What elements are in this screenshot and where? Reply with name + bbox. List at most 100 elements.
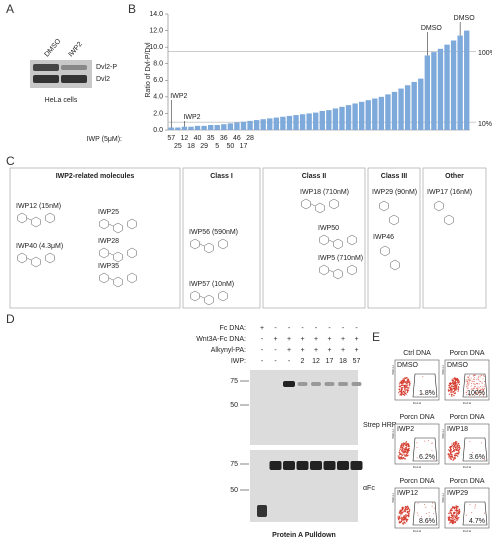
event — [453, 390, 455, 392]
event — [408, 379, 410, 381]
event — [397, 517, 399, 519]
event — [400, 521, 403, 523]
event — [401, 518, 403, 520]
lane-value: - — [261, 336, 264, 343]
caption: Protein A Pulldown — [272, 532, 336, 539]
event — [480, 390, 482, 392]
ring — [99, 247, 109, 259]
event — [448, 449, 450, 451]
x-tick-label: 46 — [233, 135, 241, 142]
compound-label: IWP29 (90nM) — [372, 189, 417, 196]
event — [453, 378, 455, 380]
event — [398, 517, 400, 519]
event — [453, 450, 456, 452]
event — [452, 519, 454, 521]
event — [448, 455, 450, 457]
event — [407, 378, 409, 380]
event — [401, 392, 403, 394]
event — [455, 511, 457, 513]
event — [456, 444, 458, 446]
blot — [250, 370, 358, 445]
event — [398, 385, 400, 387]
lane-value: + — [354, 336, 358, 343]
event — [453, 394, 455, 397]
event — [458, 446, 461, 448]
event — [424, 504, 426, 506]
event — [470, 379, 472, 381]
event — [448, 390, 450, 392]
event — [478, 395, 480, 397]
event — [455, 514, 457, 516]
compound-label: IWP57 (10nM) — [189, 281, 234, 288]
event — [408, 512, 410, 514]
event — [401, 450, 403, 452]
event — [449, 518, 451, 520]
x-tick-label: 36 — [220, 135, 228, 142]
annotation: DMSO — [421, 25, 443, 32]
lane-value: + — [273, 336, 277, 343]
lane-value: - — [261, 358, 264, 365]
bond — [26, 217, 32, 221]
bar — [201, 125, 207, 130]
event — [478, 379, 480, 381]
group-title: IWP2-related molecules — [56, 173, 135, 180]
bar — [247, 120, 253, 130]
event — [458, 511, 460, 513]
event — [455, 508, 458, 510]
event — [476, 383, 478, 385]
row-label: Fc DNA: — [220, 325, 247, 332]
event — [450, 512, 452, 514]
treatment: IWP2 — [397, 426, 414, 433]
x-axis-title: IWP (5μM): — [87, 136, 122, 143]
event — [449, 512, 451, 514]
bar — [306, 113, 312, 130]
bar — [332, 108, 339, 130]
axis-label: FL2-H — [463, 529, 471, 533]
lane-value: + — [260, 325, 264, 332]
event — [453, 458, 456, 460]
ring — [17, 212, 27, 224]
event — [455, 509, 458, 511]
event — [405, 441, 408, 443]
event — [467, 383, 469, 385]
bar — [234, 122, 240, 130]
event — [400, 381, 403, 383]
ring — [31, 216, 41, 228]
ring — [347, 264, 357, 276]
event — [404, 458, 406, 460]
bar — [444, 44, 450, 130]
event — [406, 519, 408, 521]
event — [453, 442, 455, 444]
ring — [380, 245, 390, 257]
event — [457, 445, 459, 447]
event — [405, 385, 407, 387]
event — [406, 455, 408, 457]
event — [408, 509, 411, 511]
event — [468, 381, 470, 383]
event — [476, 387, 478, 389]
lane-value: - — [261, 347, 264, 354]
event — [406, 449, 408, 451]
axis-label: SSC-H — [391, 493, 395, 502]
event — [402, 444, 404, 446]
event — [401, 513, 403, 515]
event — [478, 383, 480, 385]
ring — [319, 234, 329, 246]
event — [407, 450, 409, 452]
event — [428, 439, 430, 441]
compound-label: IWP50 — [318, 225, 339, 232]
event — [417, 503, 419, 505]
event — [399, 390, 401, 392]
compound-label: IWP12 (15nM) — [16, 203, 61, 210]
event — [466, 387, 468, 389]
lane-value: - — [274, 347, 277, 354]
event — [451, 515, 453, 518]
bar — [385, 94, 391, 130]
event — [470, 383, 472, 385]
event — [426, 453, 428, 455]
event — [484, 380, 486, 382]
treatment: IWP18 — [447, 426, 468, 433]
event — [404, 522, 406, 524]
event — [451, 443, 453, 445]
